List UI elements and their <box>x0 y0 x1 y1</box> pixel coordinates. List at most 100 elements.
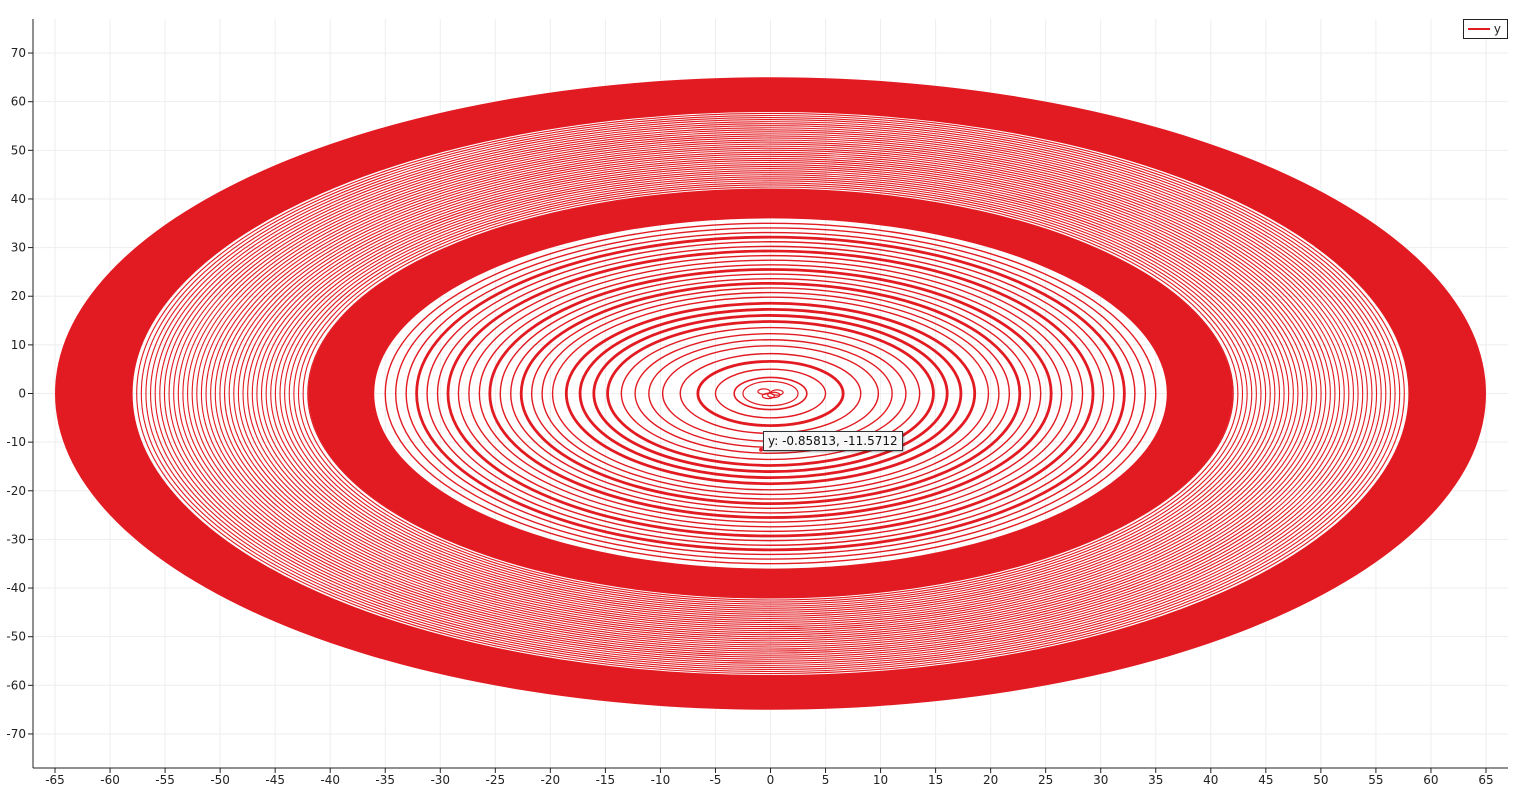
tooltip-point[interactable] <box>759 447 764 452</box>
x-tick-label: 10 <box>873 773 888 787</box>
spiral-ring <box>251 163 1290 624</box>
spiral-ring <box>696 359 845 427</box>
spiral-ring <box>307 188 1234 599</box>
spiral-ring <box>436 245 1105 542</box>
spiral-ring <box>606 320 935 467</box>
spiral-ring <box>499 273 1042 514</box>
spiral-ring <box>578 307 963 480</box>
spiral-ring <box>270 172 1271 615</box>
spiral-ring <box>145 116 1396 671</box>
spiral-ring <box>530 287 1011 500</box>
spiral-ring <box>519 281 1022 506</box>
x-tick-label: -65 <box>45 773 65 787</box>
spiral-ring <box>219 149 1322 638</box>
spiral-ring <box>214 147 1327 640</box>
x-tick-label: -45 <box>265 773 285 787</box>
spiral-ring <box>173 129 1368 658</box>
spiral-ring <box>446 249 1095 538</box>
spiral-ring <box>274 174 1267 613</box>
spiral-ring <box>159 123 1382 664</box>
spiral-ring <box>154 121 1387 666</box>
spiral-ring <box>191 137 1350 650</box>
x-tick-label: -25 <box>486 773 506 787</box>
spiral-ring <box>384 222 1157 565</box>
y-tick-label: -40 <box>6 581 26 595</box>
spiral-ring <box>541 291 1000 496</box>
spiral-ring <box>293 182 1248 605</box>
x-tick-label: 5 <box>822 773 830 787</box>
x-tick-label: -55 <box>155 773 175 787</box>
spiral-ring <box>742 380 799 407</box>
y-tick-label: 50 <box>11 143 26 157</box>
spiral-ring <box>592 314 949 473</box>
spiral-ring <box>168 127 1373 660</box>
spiral-ring <box>131 110 1410 677</box>
x-tick-label: -50 <box>210 773 230 787</box>
x-tick-label: -60 <box>100 773 120 787</box>
x-tick-label: -10 <box>651 773 671 787</box>
spiral-ring <box>233 155 1308 632</box>
spiral-ring <box>284 178 1257 609</box>
x-tick-label: -40 <box>320 773 340 787</box>
spiral-ring <box>297 184 1244 603</box>
x-tick-label: 65 <box>1478 773 1493 787</box>
x-tick-label: 60 <box>1423 773 1438 787</box>
spiral-ring <box>468 259 1073 528</box>
x-tick-label: 25 <box>1038 773 1053 787</box>
spiral-ring <box>714 368 827 419</box>
spiral-ring <box>150 119 1391 668</box>
spiral-ring <box>242 159 1299 628</box>
spiral-ring <box>302 186 1239 601</box>
x-tick-label: 30 <box>1093 773 1108 787</box>
legend-swatch-y <box>1467 28 1490 30</box>
spiral-ring <box>196 139 1345 648</box>
spiral-inner-loop <box>761 392 775 400</box>
y-tick-label: -70 <box>6 727 26 741</box>
spiral-ring <box>210 145 1331 642</box>
x-tick-label: 45 <box>1258 773 1273 787</box>
y-tick-label: -20 <box>6 484 26 498</box>
legend-label-y: y <box>1493 22 1501 36</box>
spiral-ring <box>136 112 1405 675</box>
y-tick-label: 0 <box>18 387 26 401</box>
spiral-ring <box>426 241 1115 546</box>
axes: -65 -60 -55 -50 -45 -40 -35 -30 -25 -20 -15 -10 -5 0 5… <box>6 19 1508 787</box>
x-tick-label: -5 <box>709 773 721 787</box>
spiral-ring <box>394 227 1147 560</box>
spiral-ring <box>247 161 1294 626</box>
spiral-ring <box>733 376 808 411</box>
y-tick-label: 30 <box>11 241 26 255</box>
x-tick-label: 35 <box>1148 773 1163 787</box>
x-tick-label: 20 <box>983 773 998 787</box>
spiral-ring <box>182 133 1359 654</box>
spiral-ring <box>510 278 1031 509</box>
spiral-ring <box>405 231 1136 556</box>
spiral-ring <box>200 141 1341 646</box>
spiral-ring <box>260 168 1281 619</box>
spiral-ring <box>265 170 1276 617</box>
legend[interactable]: y <box>1462 19 1508 39</box>
series-y[interactable] <box>55 77 1486 710</box>
x-tick-label: -15 <box>596 773 616 787</box>
spiral-ring <box>551 296 990 491</box>
spiral-ring <box>223 151 1318 636</box>
spiral-ring <box>228 153 1313 634</box>
x-tick-label: -20 <box>541 773 561 787</box>
x-tick-label: 50 <box>1313 773 1328 787</box>
spiral-ring <box>488 268 1053 519</box>
x-tick-label: 0 <box>767 773 775 787</box>
spiral-ring <box>163 125 1378 662</box>
spiral-ring <box>634 332 907 455</box>
spiral-ring <box>177 131 1364 656</box>
x-tick-label: -30 <box>430 773 450 787</box>
spiral-ring <box>415 235 1126 552</box>
y-tick-label: -30 <box>6 532 26 546</box>
x-tick-label: -35 <box>375 773 395 787</box>
spiral-ring <box>237 157 1304 630</box>
spiral-ring <box>279 176 1262 611</box>
y-tick-label: 20 <box>11 289 26 303</box>
spiral-ring <box>186 135 1355 652</box>
x-tick-label: 40 <box>1203 773 1218 787</box>
